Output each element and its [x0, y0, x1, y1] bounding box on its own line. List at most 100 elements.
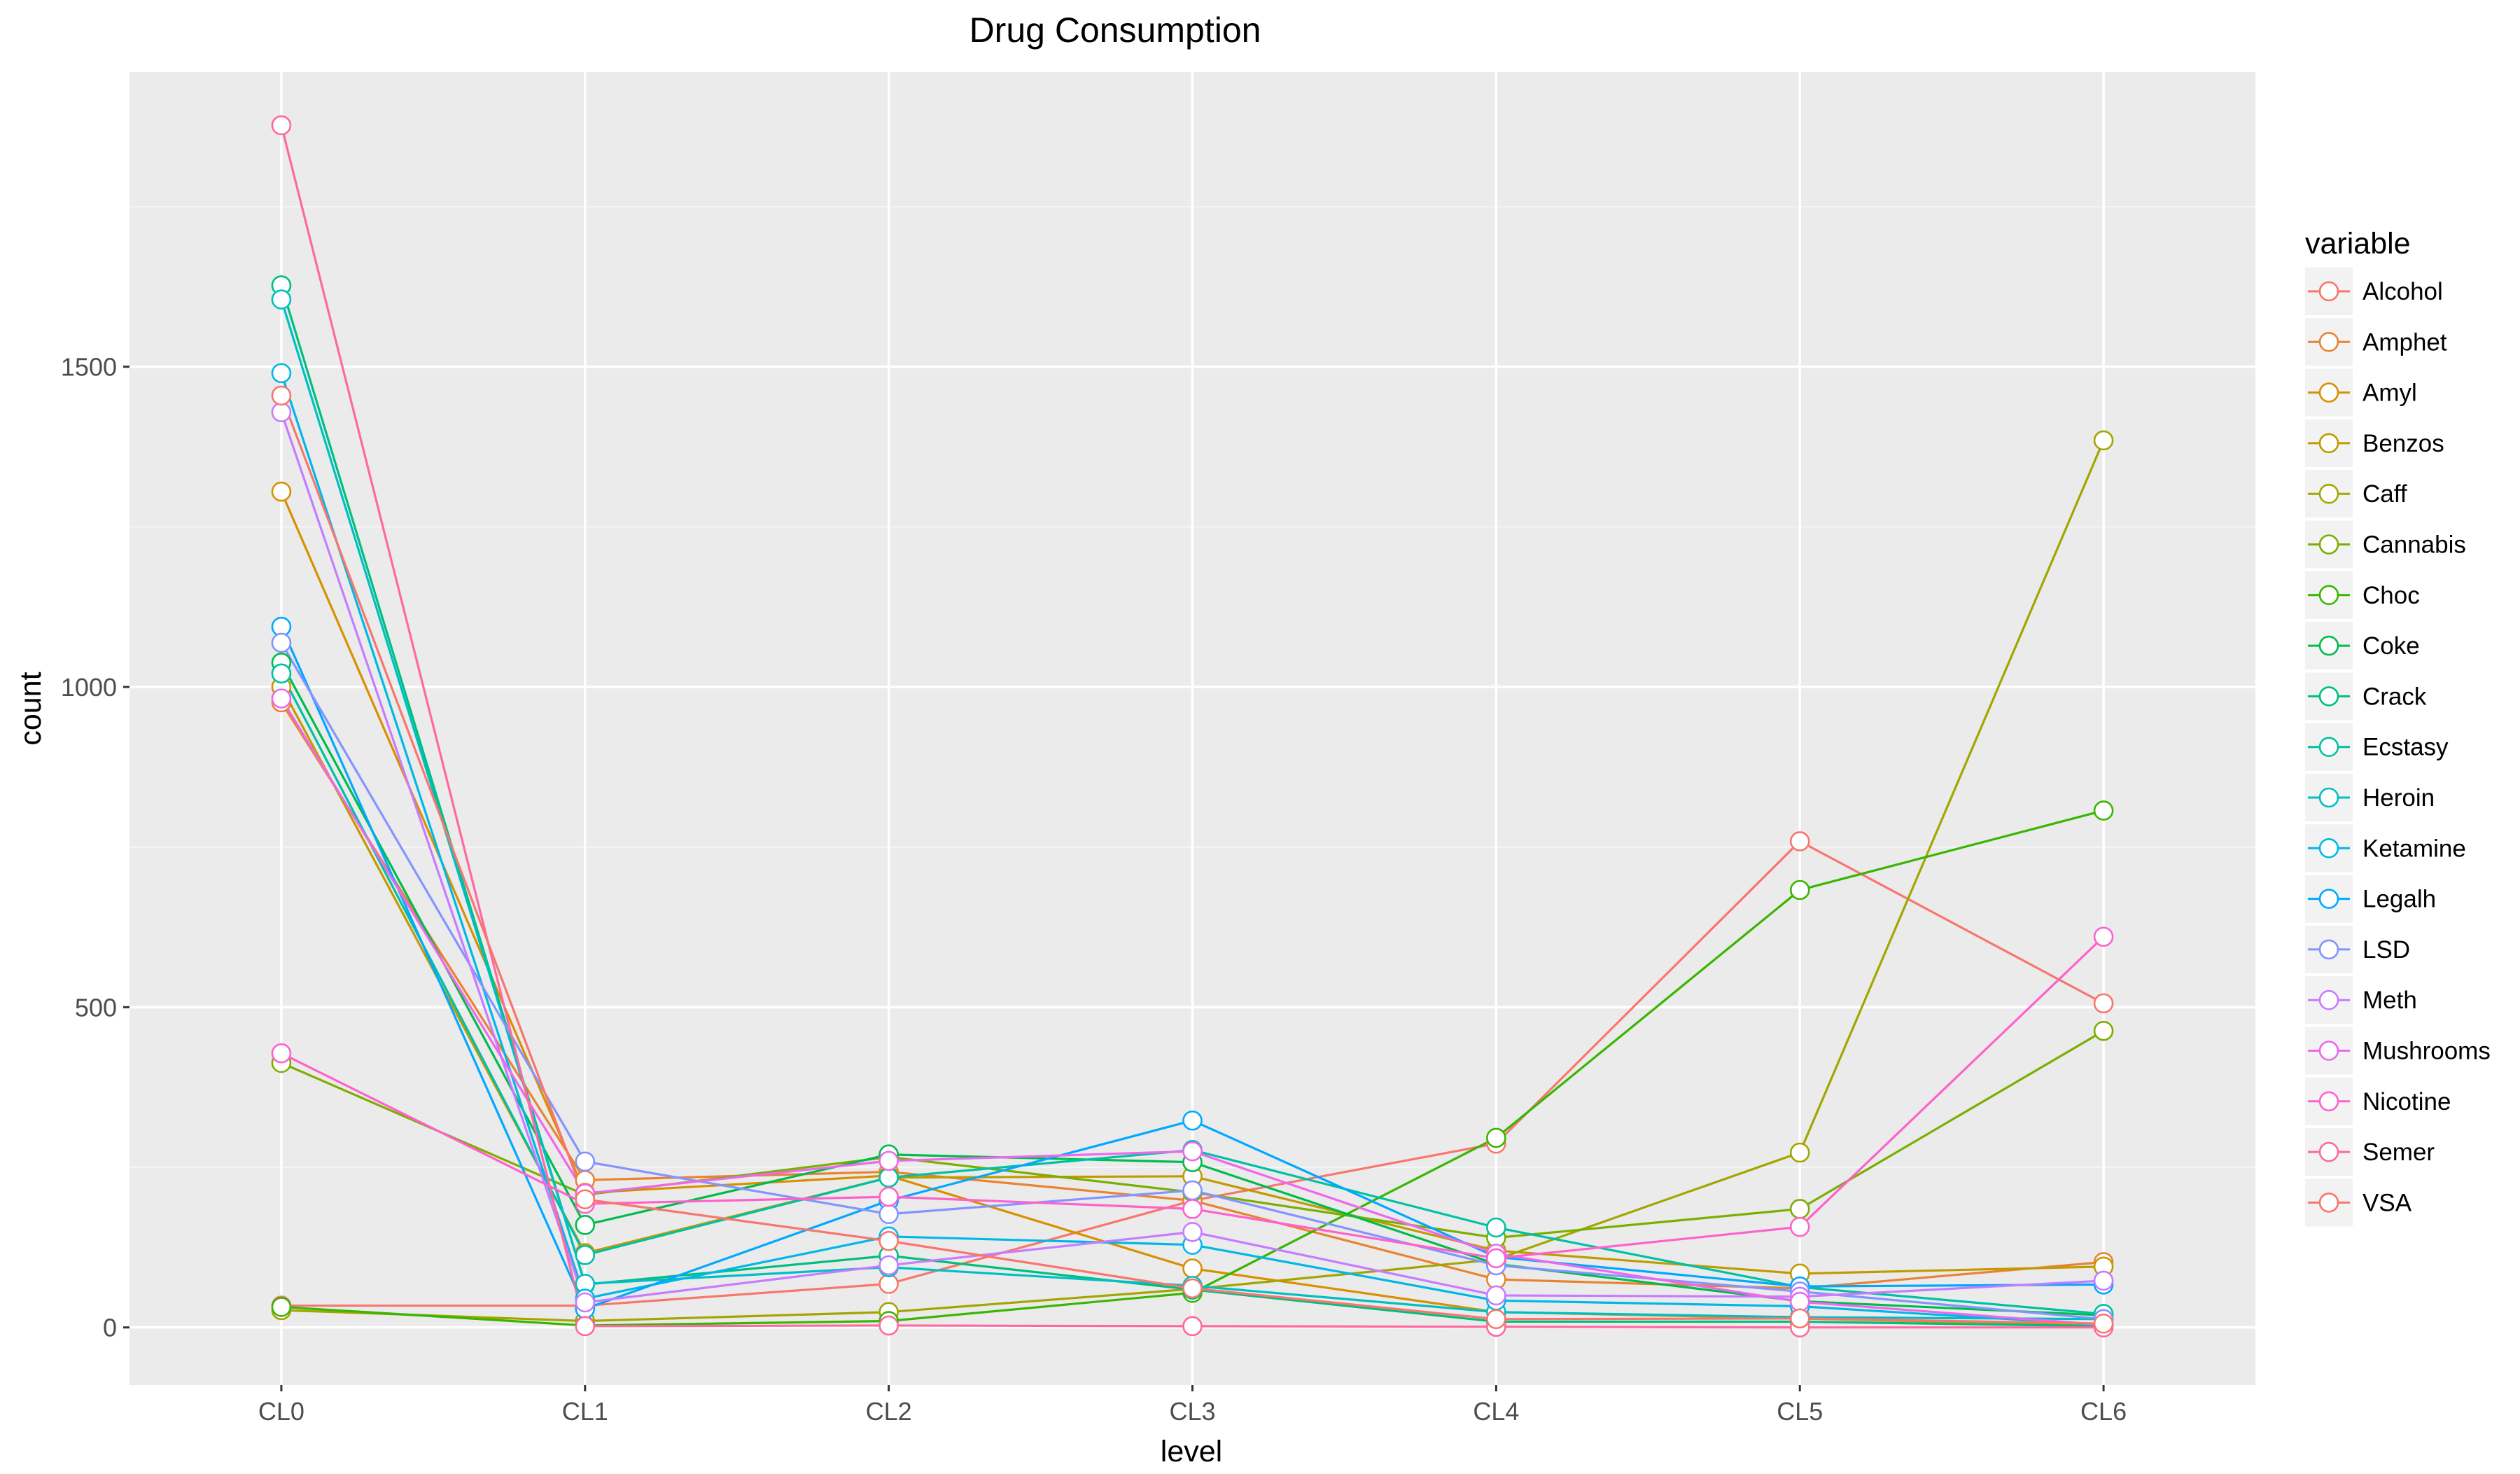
legend-item: Nicotine [2305, 1077, 2451, 1125]
data-point-ketamine [271, 363, 292, 384]
y-tick-label: 1500 [61, 353, 117, 382]
data-point-nicotine [878, 1186, 899, 1207]
legend-label: Benzos [2362, 430, 2444, 457]
data-point-mushrooms [1789, 1291, 1810, 1312]
data-point-nicotine [1182, 1199, 1203, 1219]
data-point-alcohol [2093, 993, 2114, 1014]
data-point-choc [271, 1297, 292, 1317]
legend-key-marker [2318, 686, 2339, 707]
data-point-vsa [2093, 1313, 2114, 1334]
legend-item: Amphet [2305, 318, 2447, 366]
legend-label: LSD [2362, 936, 2410, 964]
data-point-vsa [1182, 1278, 1203, 1299]
data-point-lsd [878, 1204, 899, 1225]
data-point-vsa [271, 385, 292, 406]
data-point-vsa [575, 1189, 596, 1210]
y-tick-label: 0 [103, 1314, 117, 1342]
legend-key-marker [2318, 1041, 2339, 1061]
data-point-choc [1789, 879, 1810, 901]
legend-item: Legalh [2305, 875, 2436, 923]
x-tick-label: CL0 [258, 1397, 304, 1426]
legend-key-marker [2318, 534, 2339, 555]
legend-item: Amyl [2305, 368, 2417, 417]
data-point-semer [271, 115, 292, 136]
data-point-nicotine [1789, 1216, 1810, 1237]
data-point-nicotine [1486, 1248, 1506, 1269]
data-point-mushrooms [271, 688, 292, 709]
legend-item: Cannabis [2305, 520, 2466, 569]
legend-key-marker [2318, 281, 2339, 302]
data-point-meth [2093, 1270, 2114, 1291]
data-point-amyl [1182, 1258, 1203, 1279]
legend-label: Semer [2362, 1139, 2435, 1166]
chart-title: Drug Consumption [969, 11, 1261, 50]
legend-key-marker [2318, 787, 2339, 808]
legend-item: Choc [2305, 571, 2420, 619]
data-point-meth [271, 402, 292, 422]
data-point-ecstasy [1486, 1217, 1506, 1238]
data-point-nicotine [2093, 926, 2114, 947]
data-point-alcohol [878, 1274, 899, 1294]
legend-key-marker [2318, 433, 2339, 454]
legend-key-marker [2318, 382, 2339, 403]
legend-label: Ketamine [2362, 835, 2466, 862]
legend-item: LSD [2305, 925, 2410, 973]
data-point-lsd [575, 1151, 596, 1172]
x-tick-label: CL3 [1169, 1397, 1215, 1426]
legend-label: Amyl [2362, 380, 2417, 407]
data-point-alcohol [1789, 831, 1810, 851]
legend-key-marker [2318, 585, 2339, 606]
data-point-ecstasy [878, 1167, 899, 1188]
data-point-semer [575, 1316, 596, 1337]
y-tick-label: 1000 [61, 673, 117, 702]
legend-item: Coke [2305, 622, 2420, 670]
data-point-lsd [1182, 1180, 1203, 1201]
data-point-choc [1486, 1127, 1506, 1148]
legend-label: Nicotine [2362, 1088, 2451, 1115]
data-point-vsa [1486, 1309, 1506, 1330]
legend-label: Amphet [2362, 328, 2447, 356]
data-point-cannabis [1789, 1199, 1810, 1219]
legend-key-marker [2318, 889, 2339, 909]
data-point-heroin [271, 289, 292, 310]
data-point-meth [1182, 1222, 1203, 1242]
legend-item: Benzos [2305, 419, 2444, 467]
data-point-ecstasy [575, 1245, 596, 1265]
data-point-mushrooms [1182, 1141, 1203, 1162]
data-point-meth [878, 1255, 899, 1276]
data-point-cannabis [2093, 1020, 2114, 1041]
x-tick-label: CL1 [562, 1397, 608, 1426]
data-point-mushrooms [878, 1150, 899, 1171]
legend-label: Heroin [2362, 784, 2435, 812]
legend-item: Alcohol [2305, 267, 2443, 315]
data-point-caff [1789, 1142, 1810, 1163]
legend-key-marker [2318, 989, 2339, 1010]
data-point-ecstasy [271, 663, 292, 684]
legend-key-marker [2318, 838, 2339, 858]
data-point-caff [2093, 430, 2114, 451]
legend-item: Mushrooms [2305, 1027, 2491, 1075]
y-tick-label: 500 [75, 993, 117, 1022]
data-point-coke [575, 1215, 596, 1235]
x-axis-label: level [1161, 1435, 1222, 1468]
legend-label: Choc [2362, 582, 2420, 609]
legend-label: Legalh [2362, 886, 2436, 913]
legend-label: Caff [2362, 480, 2407, 508]
x-tick-label: CL5 [1777, 1397, 1823, 1426]
x-tick-label: CL2 [866, 1397, 912, 1426]
legend-label: Coke [2362, 632, 2420, 660]
legend-item: Ketamine [2305, 824, 2466, 872]
legend-key-marker [2318, 331, 2339, 352]
data-point-meth [575, 1292, 596, 1313]
legend-key-marker [2318, 1141, 2339, 1162]
data-point-semer [1182, 1316, 1203, 1337]
legend-key-marker [2318, 483, 2339, 504]
data-point-amyl [271, 481, 292, 502]
data-point-nicotine [271, 1043, 292, 1064]
data-point-legalh [1182, 1110, 1203, 1131]
data-point-lsd [271, 632, 292, 653]
legend-key-marker [2318, 635, 2339, 656]
legend-key-marker [2318, 737, 2339, 757]
